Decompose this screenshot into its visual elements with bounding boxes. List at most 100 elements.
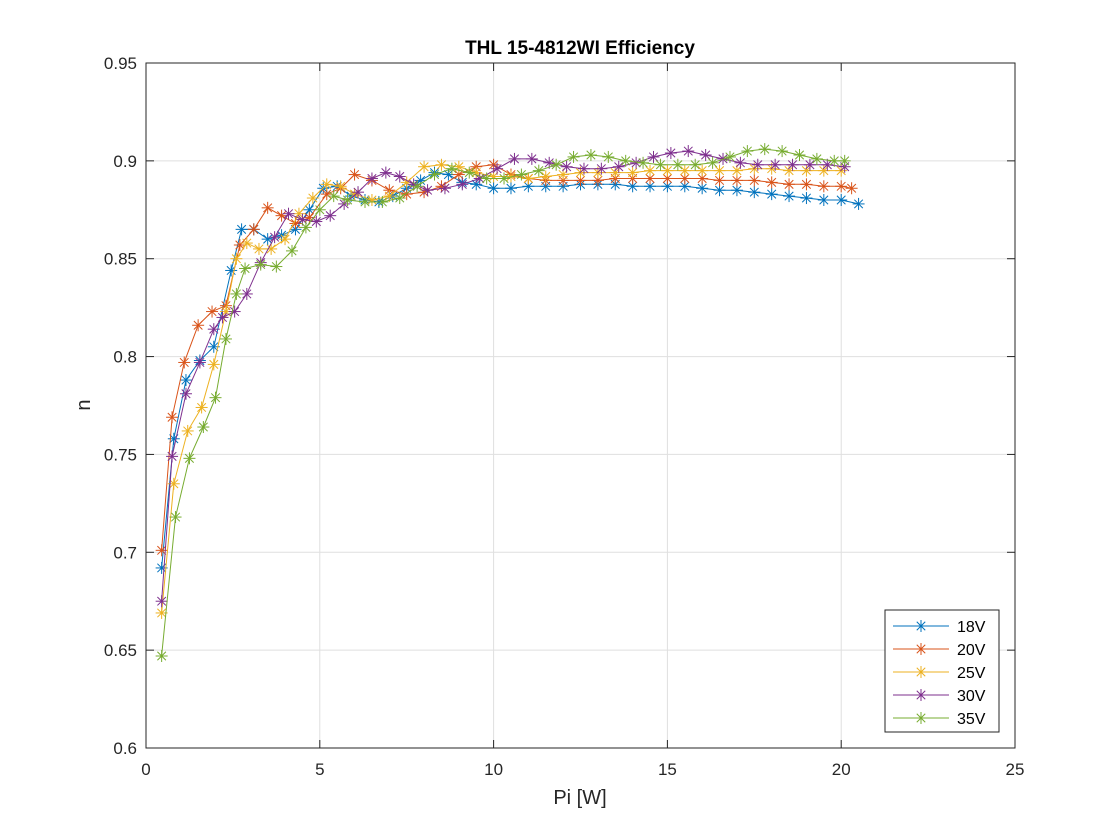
data-point [828,154,841,167]
data-point [838,154,851,167]
legend-marker [915,689,927,701]
data-point [696,182,709,195]
x-axis-label: Pi [W] [553,787,606,809]
data-point [602,150,615,163]
legend-item-20V: 20V [893,642,986,659]
data-point [239,262,252,275]
data-point [285,244,298,257]
data-point [637,156,650,169]
data-point [786,158,799,171]
legend-item-35V: 35V [893,711,986,728]
data-point [713,174,726,187]
data-point [206,305,219,318]
data-point [699,148,712,161]
data-point [265,242,278,255]
legend-item-30V: 30V [893,688,986,705]
data-point [169,511,182,524]
data-point [207,358,220,371]
legend-box [884,609,1000,733]
data-point [480,172,493,185]
data-point [803,158,816,171]
data-point [689,158,702,171]
tick-labels: 0 5 10 15 20 25 0.6 0.65 0.7 0.75 0.8 0.85 0.9 0.95 [104,54,1025,779]
data-point [491,162,504,175]
data-point [254,258,267,271]
x-tick-label: 25 [1006,760,1025,779]
legend-label: 20V [957,642,986,659]
data-point [626,180,639,193]
data-point [730,164,743,177]
data-point [800,192,813,205]
data-point [327,190,340,203]
data-point [584,148,597,161]
legend-label: 35V [957,711,986,728]
y-axis-label: n [73,399,95,410]
data-point [470,178,483,191]
data-point [445,162,458,175]
data-point [845,182,858,195]
data-point [275,209,288,222]
data-point [193,356,206,369]
x-tick-label: 5 [315,760,324,779]
data-point [678,172,691,185]
data-point [456,178,469,191]
data-point [435,158,448,171]
data-point [166,450,179,463]
data-point [522,172,535,185]
data-point [252,242,265,255]
data-point [748,186,761,199]
data-point [504,182,517,195]
data-point [626,166,639,179]
data-point [473,172,486,185]
data-point [438,182,451,195]
series-layer [155,143,865,663]
data-point [418,186,431,199]
data-point [379,166,392,179]
data-point [525,152,538,165]
y-tick-label: 0.85 [104,250,137,269]
data-point [219,332,232,345]
data-point [835,194,848,206]
data-point [195,401,208,414]
data-point [765,176,778,189]
data-point [421,184,434,197]
data-point [532,164,545,177]
data-point [661,164,674,177]
y-tick-label: 0.6 [113,739,137,758]
data-point [612,160,625,173]
data-point [358,195,371,208]
data-point [800,178,813,191]
data-point [240,237,253,250]
data-point [179,387,192,400]
legend-item-18V: 18V [893,619,986,636]
y-tick-label: 0.95 [104,54,137,73]
legend-marker [915,643,927,655]
data-point [595,162,608,175]
data-point [197,421,210,434]
y-tick-label: 0.8 [113,348,137,367]
data-point [167,477,180,490]
legend-label: 18V [957,619,986,636]
data-point [800,164,813,177]
data-point [654,158,667,171]
data-point [758,143,771,156]
data-point [393,192,406,205]
data-point [776,145,789,158]
data-point [306,192,319,205]
series-25V [155,158,848,619]
data-point [664,147,677,160]
data-point [428,168,441,181]
data-point [671,158,684,171]
data-point [751,158,764,171]
data-point [550,158,563,171]
data-point [352,186,365,199]
data-point [522,180,535,193]
data-point [706,156,719,169]
data-point [682,145,695,158]
data-point [270,260,283,273]
data-point [247,223,260,236]
data-point [619,154,632,167]
data-point [310,215,323,228]
data-point [230,252,243,265]
